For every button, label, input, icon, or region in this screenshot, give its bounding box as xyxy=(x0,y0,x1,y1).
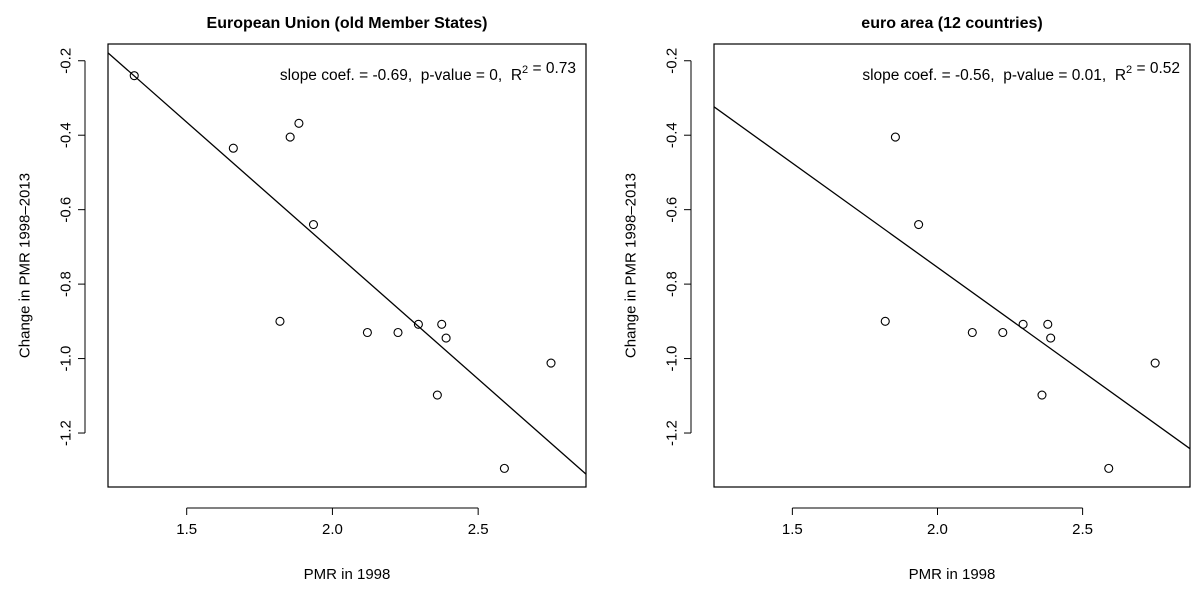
data-point xyxy=(890,132,900,142)
r-squared-value: = 0.52 xyxy=(1132,60,1180,77)
slope-coef-label: slope coef. = -0.69, xyxy=(280,67,412,84)
regression-stats: slope coef. = -0.56, p-value = 0.01, R2 … xyxy=(862,60,1180,84)
r-squared-label: R xyxy=(511,67,522,84)
y-tick-label: -0.8 xyxy=(664,271,681,297)
data-point xyxy=(437,319,447,329)
x-axis-label: PMR in 1998 xyxy=(304,566,391,583)
r-squared-label: R xyxy=(1115,67,1126,84)
y-axis-label: Change in PMR 1998–2013 xyxy=(17,173,34,358)
x-tick-label: 2.0 xyxy=(927,521,948,538)
y-tick-label: -1.2 xyxy=(664,420,681,446)
y-axis-label: Change in PMR 1998–2013 xyxy=(623,173,640,358)
plot-panel-1: European Union (old Member States) 1.5 2.0… xyxy=(17,15,587,583)
regression-line xyxy=(714,106,1190,450)
x-tick-label: 1.5 xyxy=(782,521,803,538)
r-squared-exponent: 2 xyxy=(1126,64,1132,76)
chart-title: euro area (12 countries) xyxy=(861,15,1042,32)
y-tick-label: -0.6 xyxy=(664,197,681,223)
slope-coef-label: slope coef. = -0.56, xyxy=(862,67,994,84)
x-tick-label: 2.5 xyxy=(468,521,489,538)
data-point xyxy=(1037,390,1047,400)
data-point xyxy=(413,319,423,329)
y-tick-label: -0.4 xyxy=(664,122,681,148)
data-point xyxy=(432,390,442,400)
y-tick-label: -1.2 xyxy=(58,420,75,446)
y-tick-label: -1.0 xyxy=(58,346,75,372)
data-point xyxy=(967,327,977,338)
regression-line xyxy=(108,52,586,475)
plot-frame xyxy=(713,43,1191,488)
y-tick-label: -0.2 xyxy=(664,48,681,74)
data-point xyxy=(998,327,1008,338)
plot-frame xyxy=(107,43,587,488)
data-point xyxy=(914,220,924,230)
y-tick-label: -0.6 xyxy=(58,197,75,223)
data-points xyxy=(880,132,1160,473)
y-tick-label: -0.8 xyxy=(58,271,75,297)
plot-panel-2: euro area (12 countries) 1.5 2.0 2.5 PMR in … xyxy=(623,15,1191,583)
data-point xyxy=(880,316,890,326)
r-squared-exponent: 2 xyxy=(522,64,528,76)
data-points xyxy=(129,71,556,473)
x-axis-label: PMR in 1998 xyxy=(909,566,996,583)
x-tick-label: 1.5 xyxy=(176,521,197,538)
r-squared-value: = 0.73 xyxy=(528,60,576,77)
data-point xyxy=(393,327,403,338)
data-point xyxy=(1104,463,1114,473)
data-point xyxy=(499,463,509,473)
x-axis: 1.5 2.0 2.5 PMR in 1998 xyxy=(176,507,489,583)
data-point xyxy=(1046,333,1056,343)
y-tick-label: -0.4 xyxy=(58,122,75,148)
data-point xyxy=(275,316,285,326)
data-point xyxy=(285,132,295,142)
x-tick-label: 2.0 xyxy=(322,521,343,538)
y-tick-label: -0.2 xyxy=(58,48,75,74)
data-point xyxy=(362,327,372,338)
chart-title: European Union (old Member States) xyxy=(207,15,488,32)
data-point xyxy=(441,333,451,343)
y-axis: -1.2 -1.0 -0.8 -0.6 -0.4 -0.2 Change in PMR 19… xyxy=(623,48,692,446)
p-value-label: p-value = 0, xyxy=(421,67,502,84)
p-value-label: p-value = 0.01, xyxy=(1003,67,1106,84)
y-axis: -1.2 -1.0 -0.8 -0.6 -0.4 -0.2 Change in PMR 19… xyxy=(17,48,86,446)
data-point xyxy=(294,118,304,128)
x-tick-label: 2.5 xyxy=(1072,521,1093,538)
x-axis: 1.5 2.0 2.5 PMR in 1998 xyxy=(782,507,1093,583)
data-point xyxy=(1150,358,1160,368)
data-point xyxy=(1043,319,1053,329)
data-point xyxy=(228,143,238,153)
data-point xyxy=(1018,319,1028,329)
data-point xyxy=(546,358,556,368)
data-point xyxy=(129,71,139,81)
data-point xyxy=(308,220,319,230)
regression-stats: slope coef. = -0.69, p-value = 0, R2 = 0… xyxy=(280,60,576,84)
y-tick-label: -1.0 xyxy=(664,346,681,372)
